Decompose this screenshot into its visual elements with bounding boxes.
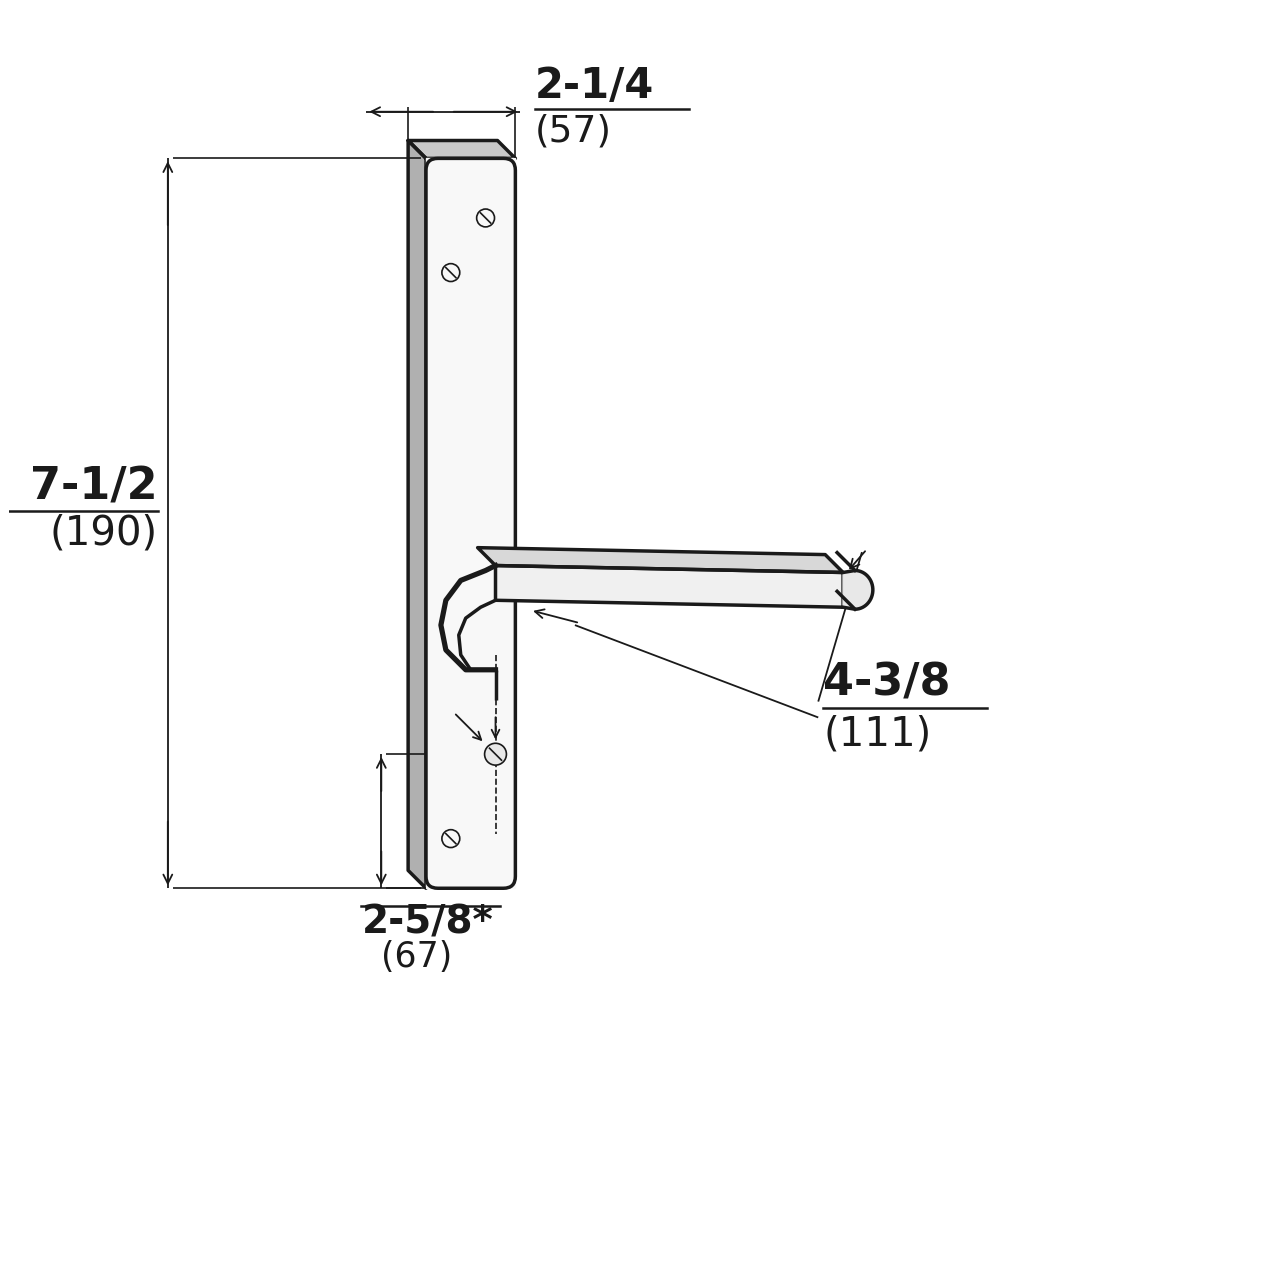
Polygon shape: [426, 159, 516, 888]
Text: 4-3/8: 4-3/8: [823, 662, 951, 704]
Text: (190): (190): [50, 513, 157, 553]
Text: (111): (111): [823, 714, 932, 754]
Circle shape: [485, 744, 507, 765]
Polygon shape: [408, 141, 516, 159]
Text: 2-5/8*: 2-5/8*: [361, 904, 493, 941]
Text: (67): (67): [381, 940, 453, 974]
Text: (57): (57): [535, 114, 612, 150]
FancyBboxPatch shape: [426, 159, 516, 888]
Text: 2-1/4: 2-1/4: [535, 65, 654, 106]
Polygon shape: [495, 566, 844, 607]
Text: 7-1/2: 7-1/2: [31, 466, 157, 508]
Polygon shape: [844, 571, 873, 609]
Polygon shape: [477, 548, 844, 572]
Polygon shape: [408, 141, 426, 888]
